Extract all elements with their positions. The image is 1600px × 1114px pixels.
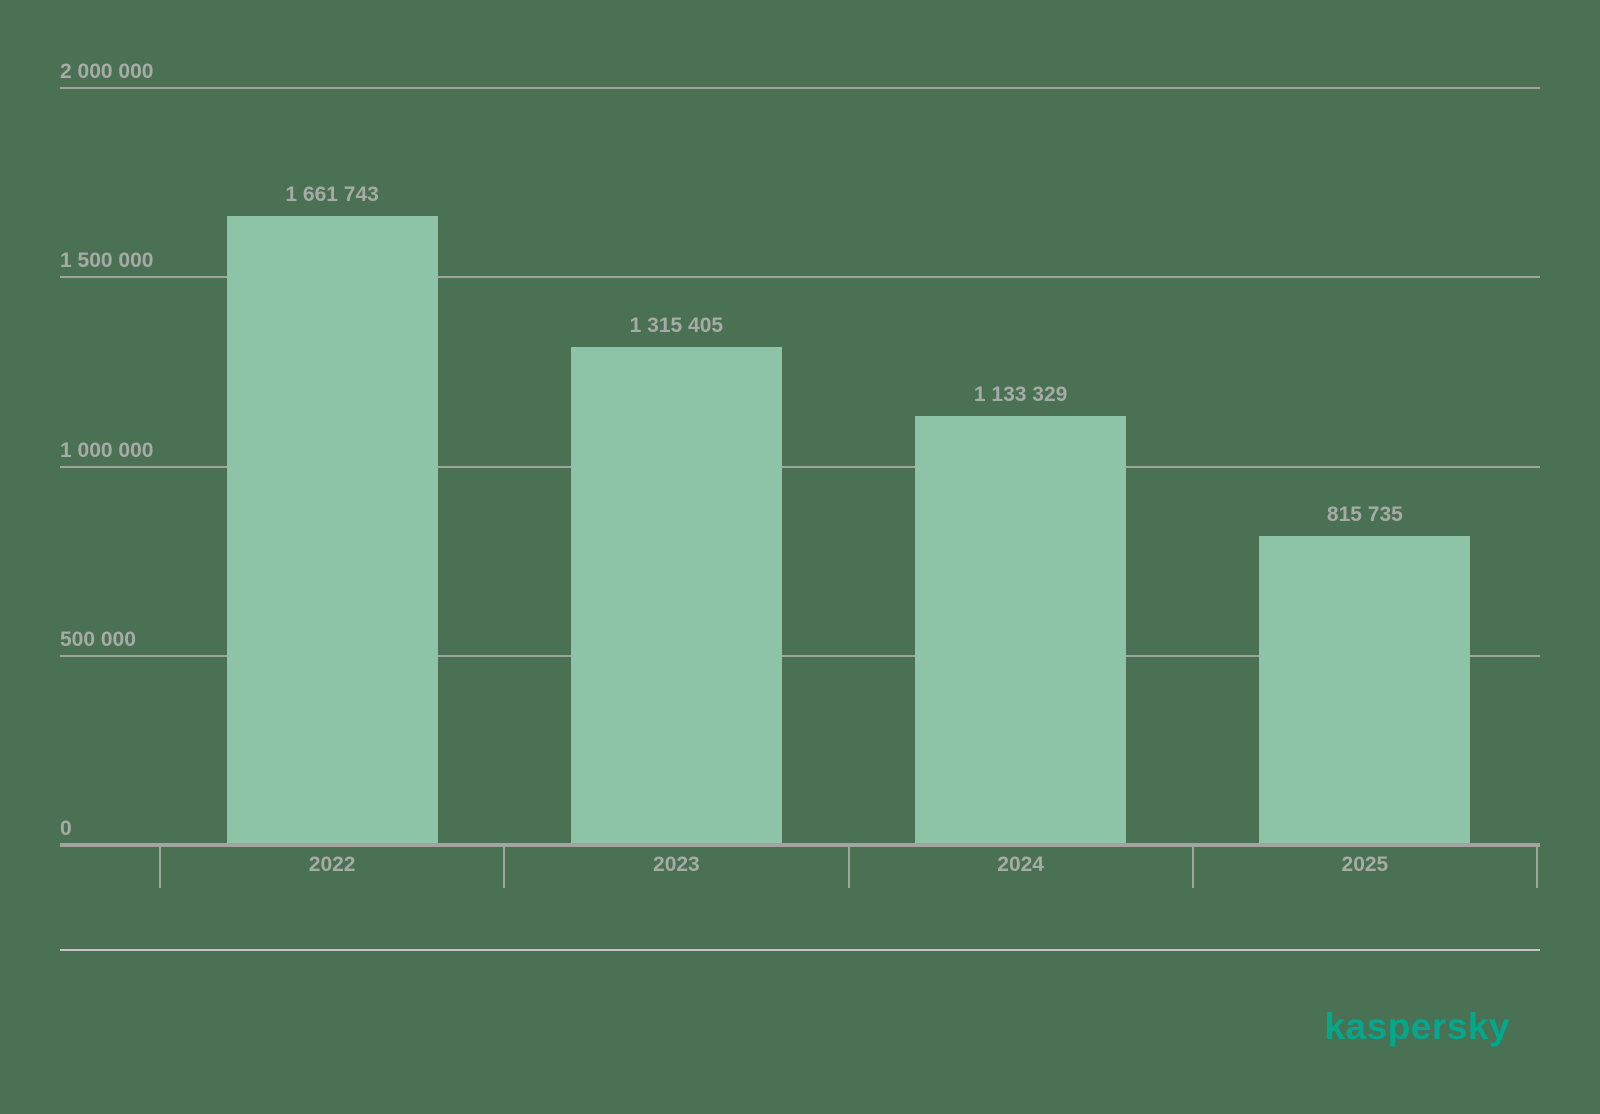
y-tick-label-2000000: 2 000 000 <box>60 60 154 83</box>
x-tick-4 <box>1536 847 1538 888</box>
bar-2022 <box>226 216 438 843</box>
bar-2025 <box>1259 536 1471 843</box>
bar-2024 <box>915 416 1127 843</box>
gridline-1000000 <box>60 465 1540 468</box>
x-tick-2 <box>847 847 850 888</box>
x-tick-label-2025: 2025 <box>1341 853 1389 876</box>
gridline-2000000 <box>60 87 1540 89</box>
y-tick-label-0: 0 <box>60 817 72 840</box>
x-tick-label-2024: 2024 <box>997 853 1044 876</box>
kaspersky-logo: kaspersky <box>1324 1006 1510 1047</box>
x-tick-0 <box>159 847 161 888</box>
x-tick-label-2023: 2023 <box>653 853 700 876</box>
y-tick-label-1500000: 1 500 000 <box>60 249 154 273</box>
footer-separator-line <box>60 949 1540 951</box>
y-tick-label-1000000: 1 000 000 <box>60 438 154 462</box>
bar-value-label-2023: 1 315 405 <box>629 314 724 338</box>
y-tick-label-500000: 500 000 <box>60 627 136 651</box>
bar-2023 <box>570 347 782 843</box>
x-tick-1 <box>503 847 506 888</box>
x-tick-3 <box>1191 847 1194 888</box>
x-axis-line <box>60 843 1540 847</box>
bar-value-label-2025: 815 735 <box>1326 503 1403 527</box>
gridline-500000 <box>60 654 1540 657</box>
bar-value-label-2022: 1 661 743 <box>285 183 379 207</box>
x-tick-label-2022: 2022 <box>308 853 356 876</box>
gridline-1500000 <box>60 276 1540 279</box>
bar-value-label-2024: 1 133 329 <box>973 383 1068 407</box>
